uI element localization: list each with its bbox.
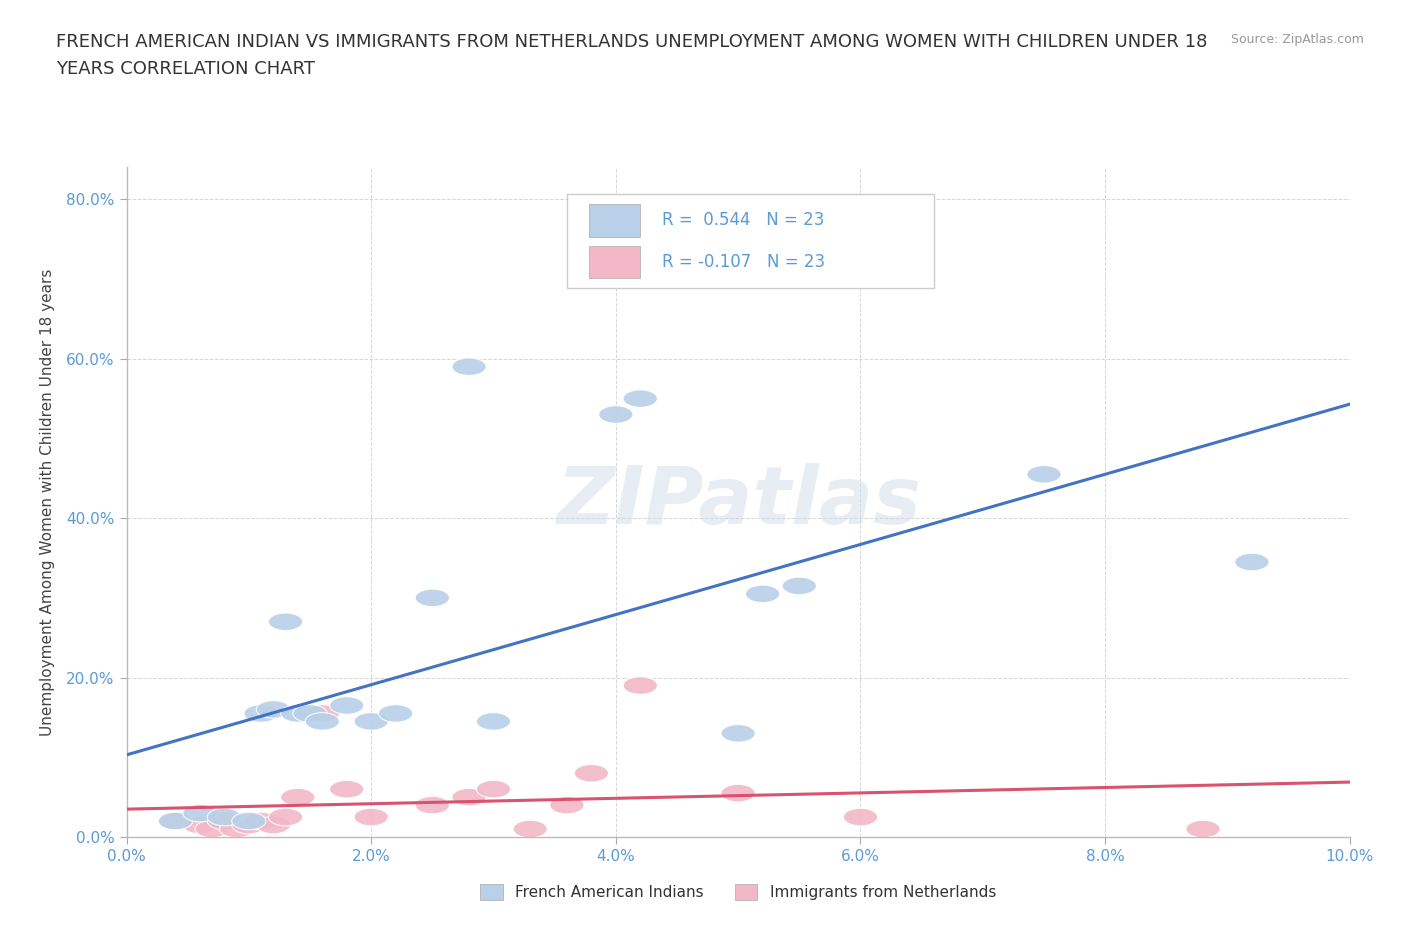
Ellipse shape [721,724,755,742]
Text: R =  0.544   N = 23: R = 0.544 N = 23 [662,211,825,230]
Ellipse shape [378,705,413,723]
Ellipse shape [782,578,817,594]
Ellipse shape [195,820,229,838]
Ellipse shape [623,390,658,407]
Legend: French American Indians, Immigrants from Netherlands: French American Indians, Immigrants from… [474,878,1002,907]
Ellipse shape [269,613,302,631]
Ellipse shape [329,697,364,714]
Ellipse shape [451,358,486,376]
Ellipse shape [721,784,755,802]
Ellipse shape [844,808,877,826]
Ellipse shape [1026,466,1062,483]
Ellipse shape [305,712,339,730]
Ellipse shape [451,789,486,806]
Ellipse shape [415,589,450,606]
Ellipse shape [623,677,658,695]
Ellipse shape [256,700,291,718]
Ellipse shape [550,796,583,814]
Text: R = -0.107   N = 23: R = -0.107 N = 23 [662,253,825,271]
Ellipse shape [256,817,291,834]
Ellipse shape [232,812,266,830]
Bar [589,205,640,236]
Ellipse shape [745,585,780,603]
Ellipse shape [219,820,253,838]
Text: FRENCH AMERICAN INDIAN VS IMMIGRANTS FROM NETHERLANDS UNEMPLOYMENT AMONG WOMEN W: FRENCH AMERICAN INDIAN VS IMMIGRANTS FRO… [56,33,1208,50]
Ellipse shape [281,705,315,723]
Ellipse shape [1185,820,1220,838]
Ellipse shape [207,808,242,826]
Ellipse shape [245,812,278,830]
Ellipse shape [232,817,266,834]
Ellipse shape [1234,553,1270,571]
Ellipse shape [292,705,328,723]
Ellipse shape [329,780,364,798]
Ellipse shape [183,817,217,834]
Ellipse shape [183,804,217,822]
Ellipse shape [477,780,510,798]
Ellipse shape [354,808,388,826]
Ellipse shape [281,789,315,806]
Ellipse shape [513,820,547,838]
Text: Source: ZipAtlas.com: Source: ZipAtlas.com [1230,33,1364,46]
Ellipse shape [354,712,388,730]
Text: YEARS CORRELATION CHART: YEARS CORRELATION CHART [56,60,315,78]
Ellipse shape [269,808,302,826]
Y-axis label: Unemployment Among Women with Children Under 18 years: Unemployment Among Women with Children U… [41,269,55,736]
Ellipse shape [305,705,339,723]
Ellipse shape [599,405,633,423]
Ellipse shape [207,812,242,830]
Ellipse shape [574,764,609,782]
FancyBboxPatch shape [567,194,934,288]
Ellipse shape [477,712,510,730]
Bar [589,246,640,278]
Ellipse shape [245,705,278,723]
Text: ZIPatlas: ZIPatlas [555,463,921,541]
Ellipse shape [415,796,450,814]
Ellipse shape [159,812,193,830]
Ellipse shape [159,812,193,830]
